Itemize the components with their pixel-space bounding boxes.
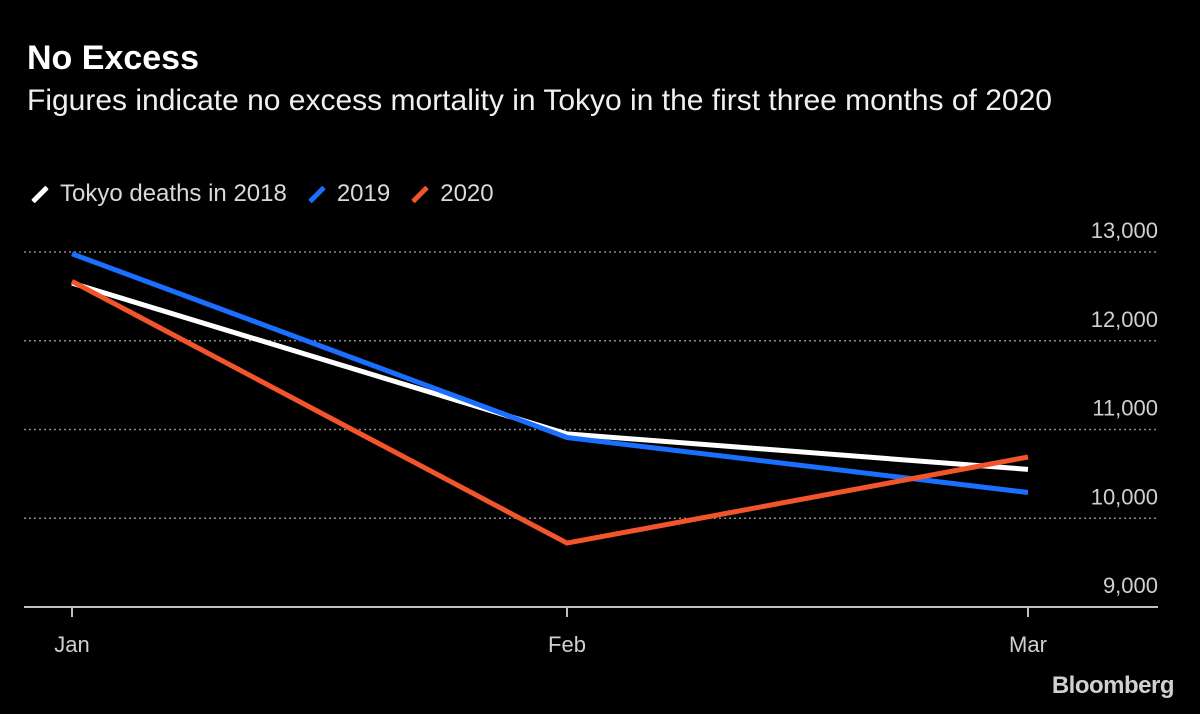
- x-tick-label: Jan: [54, 632, 89, 657]
- grid-layer: [24, 251, 1158, 519]
- legend-item-2020: 2020: [410, 180, 494, 208]
- series-line-2: [70, 279, 1029, 546]
- chart-title: No Excess: [27, 39, 199, 77]
- legend-label-2019: 2019: [336, 180, 391, 207]
- chart-subtitle: Figures indicate no excess mortality in …: [27, 84, 1052, 117]
- series-line-1: [71, 251, 1029, 495]
- legend-label-2020: 2020: [440, 180, 494, 207]
- y-tick-label: 10,000: [1091, 484, 1158, 509]
- legend-item-2018: Tokyo deaths in 2018: [30, 180, 287, 208]
- y-tick-label: 9,000: [1103, 573, 1158, 598]
- bloomberg-logo: Bloomberg: [1051, 672, 1175, 699]
- legend-label-2018: Tokyo deaths in 2018: [60, 180, 287, 207]
- x-axis: Jan Feb Mar: [24, 606, 1158, 657]
- y-tick-label: 13,000: [1091, 218, 1158, 243]
- y-axis-ticks: 9,000 10,000 11,000 12,000 13,000: [1091, 218, 1158, 598]
- y-tick-label: 12,000: [1091, 307, 1158, 332]
- series-layer: [70, 251, 1029, 546]
- x-tick-label: Mar: [1009, 632, 1047, 657]
- legend: Tokyo deaths in 2018 2019 2020: [30, 178, 514, 210]
- y-tick-label: 11,000: [1092, 396, 1158, 421]
- legend-item-2019: 2019: [307, 180, 390, 208]
- series-line-0: [71, 280, 1029, 472]
- x-tick-label: Feb: [548, 632, 586, 657]
